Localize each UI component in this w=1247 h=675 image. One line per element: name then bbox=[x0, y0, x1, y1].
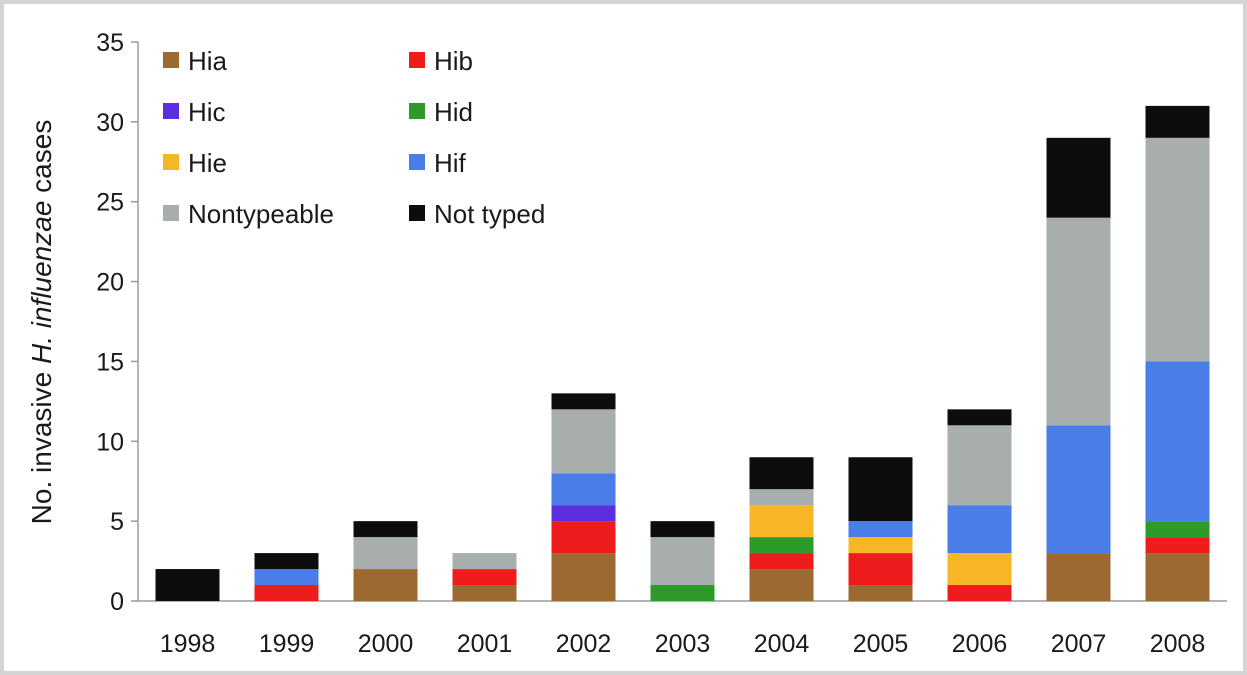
y-tick-label: 5 bbox=[110, 508, 124, 536]
bar-segment-hib-1999 bbox=[254, 585, 319, 601]
bar-segment-not-typed-2004 bbox=[749, 457, 814, 490]
legend-swatch-hif bbox=[409, 154, 425, 170]
bar-segment-not-typed-2005 bbox=[848, 457, 913, 522]
bar-segment-hif-2005 bbox=[848, 521, 913, 538]
bar-segment-hib-2004 bbox=[749, 553, 814, 570]
bar-segment-hib-2008 bbox=[1145, 537, 1210, 554]
x-tick-label: 2003 bbox=[655, 630, 711, 658]
bar-segment-nontypeable-2000 bbox=[353, 537, 418, 570]
x-tick-label: 2007 bbox=[1051, 630, 1107, 658]
bar-segment-hib-2001 bbox=[452, 569, 517, 586]
bar-segment-hia-2008 bbox=[1145, 553, 1210, 601]
x-tick-label: 1999 bbox=[259, 630, 315, 658]
bar-segment-nontypeable-2006 bbox=[947, 425, 1012, 506]
bar-segment-nontypeable-2004 bbox=[749, 489, 814, 506]
bar-segment-hia-2001 bbox=[452, 585, 517, 601]
legend-label: Hid bbox=[434, 97, 473, 127]
bar-segment-not-typed-2003 bbox=[650, 521, 715, 538]
legend-label: Nontypeable bbox=[188, 199, 334, 229]
legend-swatch-hic bbox=[163, 103, 179, 119]
x-tick-label: 2000 bbox=[358, 630, 414, 658]
legend-label: Not typed bbox=[434, 199, 545, 229]
bar-segment-hie-2006 bbox=[947, 553, 1012, 586]
bar-segment-hif-1999 bbox=[254, 569, 319, 586]
legend-label: Hib bbox=[434, 46, 473, 76]
bar-segment-hib-2006 bbox=[947, 585, 1012, 601]
legend-label: Hic bbox=[188, 97, 226, 127]
y-tick-label: 35 bbox=[96, 29, 124, 57]
bar-segment-not-typed-1998 bbox=[155, 569, 220, 601]
bar-segment-hic-2002 bbox=[551, 505, 616, 522]
y-tick-label: 20 bbox=[96, 269, 124, 297]
bar-segment-hia-2005 bbox=[848, 585, 913, 601]
bar-segment-nontypeable-2003 bbox=[650, 537, 715, 586]
bar-segment-hif-2002 bbox=[551, 473, 616, 506]
bar-segment-not-typed-1999 bbox=[254, 553, 319, 570]
y-tick-label: 15 bbox=[96, 348, 124, 376]
bar-segment-hia-2007 bbox=[1046, 553, 1111, 601]
bar-segment-nontypeable-2007 bbox=[1046, 217, 1111, 426]
legend-swatch-hie bbox=[163, 154, 179, 170]
x-tick-label: 2005 bbox=[853, 630, 909, 658]
bar-segment-hif-2008 bbox=[1145, 361, 1210, 522]
y-tick-label: 0 bbox=[110, 588, 124, 616]
y-tick-label: 10 bbox=[96, 428, 124, 456]
bar-segment-nontypeable-2001 bbox=[452, 553, 517, 570]
legend-label: Hie bbox=[188, 148, 227, 178]
y-axis-label-suffix: cases bbox=[26, 120, 57, 201]
y-ticks: 0 5 10 15 20 25 30 35 bbox=[96, 29, 138, 616]
legend-label: Hia bbox=[188, 46, 228, 76]
x-tick-labels: 1998 1999 2000 2001 2002 2003 2004 2005 2006 2007… bbox=[160, 630, 1206, 658]
bar-segment-not-typed-2002 bbox=[551, 393, 616, 410]
x-tick-label: 2006 bbox=[952, 630, 1008, 658]
bar-segment-not-typed-2008 bbox=[1145, 105, 1210, 138]
bar-segment-hia-2004 bbox=[749, 569, 814, 601]
y-tick-label: 30 bbox=[96, 109, 124, 137]
y-tick-label: 25 bbox=[96, 189, 124, 217]
bar-segment-hib-2002 bbox=[551, 521, 616, 554]
legend-swatch-hia bbox=[163, 52, 179, 68]
bar-segment-hid-2008 bbox=[1145, 521, 1210, 538]
bar-segment-nontypeable-2008 bbox=[1145, 137, 1210, 362]
bar-segment-nontypeable-2002 bbox=[551, 409, 616, 474]
bar-segment-hie-2004 bbox=[749, 505, 814, 538]
bar-segment-hib-2005 bbox=[848, 553, 913, 586]
bar-segment-hia-2000 bbox=[353, 569, 418, 601]
bar-segment-hif-2007 bbox=[1046, 425, 1111, 554]
x-tick-label: 2004 bbox=[754, 630, 810, 658]
bar-segment-not-typed-2006 bbox=[947, 409, 1012, 426]
bar-segment-hie-2005 bbox=[848, 537, 913, 554]
x-tick-label: 1998 bbox=[160, 630, 216, 658]
bar-segment-not-typed-2007 bbox=[1046, 137, 1111, 218]
legend-swatch-hib bbox=[409, 52, 425, 68]
bar-segment-hia-2002 bbox=[551, 553, 616, 601]
bar-segment-hid-2003 bbox=[650, 585, 715, 601]
y-axis-label-prefix: No. invasive bbox=[26, 364, 57, 524]
x-tick-label: 2002 bbox=[556, 630, 612, 658]
x-tick-label: 2008 bbox=[1150, 630, 1206, 658]
legend: Hia Hib Hic Hid Hie Hif Nontypeable Not typed bbox=[163, 46, 545, 229]
bars bbox=[155, 105, 1210, 601]
y-axis-label-italic: H. influenzae bbox=[26, 201, 57, 364]
legend-swatch-not-typed bbox=[409, 205, 425, 221]
y-axis-label: No. invasive H. influenzae cases bbox=[26, 120, 57, 525]
bar-segment-not-typed-2000 bbox=[353, 521, 418, 538]
x-tick-label: 2001 bbox=[457, 630, 513, 658]
bar-segment-hid-2004 bbox=[749, 537, 814, 554]
legend-swatch-hid bbox=[409, 103, 425, 119]
legend-swatch-nontypeable bbox=[163, 205, 179, 221]
bar-segment-hif-2006 bbox=[947, 505, 1012, 554]
legend-label: Hif bbox=[434, 148, 467, 178]
